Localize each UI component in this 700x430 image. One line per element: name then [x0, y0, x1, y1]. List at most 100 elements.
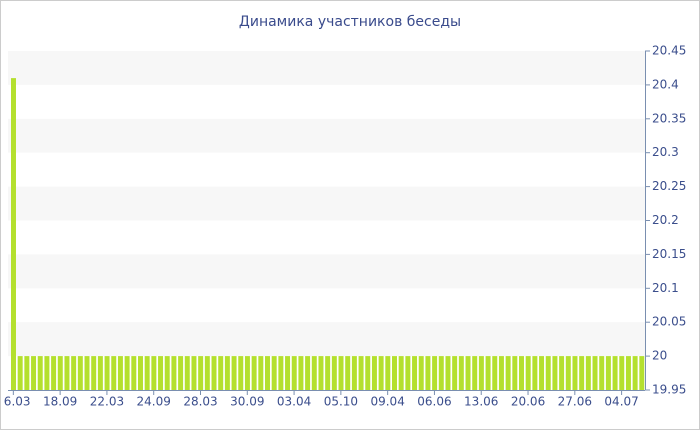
y-tick-label: 20.4: [652, 77, 679, 91]
grid-band: [8, 118, 645, 153]
bar: [97, 356, 103, 390]
bar: [445, 356, 451, 390]
bar: [465, 356, 471, 390]
bar: [438, 356, 444, 390]
bar: [418, 356, 424, 390]
bar: [585, 356, 591, 390]
x-tick-label: 13.06: [464, 395, 498, 409]
bar: [171, 356, 177, 390]
bar: [498, 356, 504, 390]
bar: [512, 356, 518, 390]
x-tick-label: 24.09: [137, 395, 171, 409]
bar: [24, 356, 30, 390]
bar: [519, 356, 524, 390]
bar: [231, 356, 237, 390]
bar: [218, 356, 224, 390]
bar: [57, 356, 63, 390]
bar: [178, 356, 184, 390]
bar: [612, 356, 618, 390]
y-tick-label: 19.95: [652, 383, 686, 397]
x-tick-label: 16.03: [0, 395, 31, 409]
y-tick-label: 20.3: [652, 145, 679, 159]
bar: [244, 356, 250, 390]
y-tick-label: 20.1: [652, 281, 679, 295]
bar: [31, 356, 37, 390]
bar: [211, 356, 217, 390]
bar: [539, 356, 545, 390]
x-tick-label: 04.07: [604, 395, 638, 409]
bar: [371, 356, 377, 390]
bar: [278, 356, 284, 390]
bar: [432, 356, 438, 390]
bar: [151, 356, 157, 390]
bar: [91, 356, 97, 390]
bar: [565, 356, 571, 390]
bar: [77, 356, 83, 390]
bar: [398, 356, 404, 390]
grid-band: [8, 254, 645, 289]
grid-band: [8, 51, 645, 85]
bar: [572, 356, 578, 390]
bar: [545, 356, 551, 390]
y-tick-label: 20.35: [652, 111, 686, 125]
x-tick-label: 05.10: [324, 395, 358, 409]
x-tick-label: 06.06: [417, 395, 451, 409]
bar: [559, 356, 565, 390]
bar: [271, 356, 277, 390]
bar: [191, 356, 197, 390]
bar: [164, 356, 170, 390]
bar: [17, 356, 23, 390]
x-tick-label: 20.06: [511, 395, 545, 409]
bar: [298, 356, 304, 390]
x-tick-label: 22.03: [90, 395, 124, 409]
bar: [11, 78, 16, 391]
bar: [331, 356, 337, 390]
bar: [605, 356, 611, 390]
bar: [405, 356, 411, 390]
y-tick-label: 20.45: [652, 44, 686, 58]
bar: [579, 356, 585, 390]
bar: [492, 356, 498, 390]
bar: [392, 356, 397, 390]
bar: [478, 356, 484, 390]
y-tick-label: 20.2: [652, 213, 679, 227]
bar: [311, 356, 317, 390]
bar: [425, 356, 431, 390]
bar: [64, 356, 70, 390]
bar: [412, 356, 418, 390]
bar: [51, 356, 57, 390]
bar: [198, 356, 204, 390]
bar: [639, 356, 645, 390]
bar: [632, 356, 638, 390]
bar: [505, 356, 511, 390]
bar: [84, 356, 90, 390]
x-tick-label: 30.09: [230, 395, 264, 409]
bar: [592, 356, 598, 390]
x-tick-label: 09.04: [370, 395, 404, 409]
bar: [458, 356, 464, 390]
bar: [285, 356, 291, 390]
bar: [525, 356, 531, 390]
bar: [452, 356, 458, 390]
bar: [472, 356, 478, 390]
bar: [599, 356, 605, 390]
y-tick-label: 20.25: [652, 179, 686, 193]
x-tick-label: 28.03: [183, 395, 217, 409]
bar: [532, 356, 538, 390]
bar: [124, 356, 130, 390]
bar: [365, 356, 371, 390]
bar: [44, 356, 50, 390]
bar: [385, 356, 391, 390]
bar: [71, 356, 77, 390]
x-tick-label: 03.04: [277, 395, 311, 409]
bar: [204, 356, 210, 390]
bar: [131, 356, 137, 390]
bar: [552, 356, 558, 390]
bar: [291, 356, 297, 390]
bar: [184, 356, 190, 390]
bar: [305, 356, 311, 390]
bar: [104, 356, 110, 390]
bar: [144, 356, 150, 390]
bar: [351, 356, 357, 390]
